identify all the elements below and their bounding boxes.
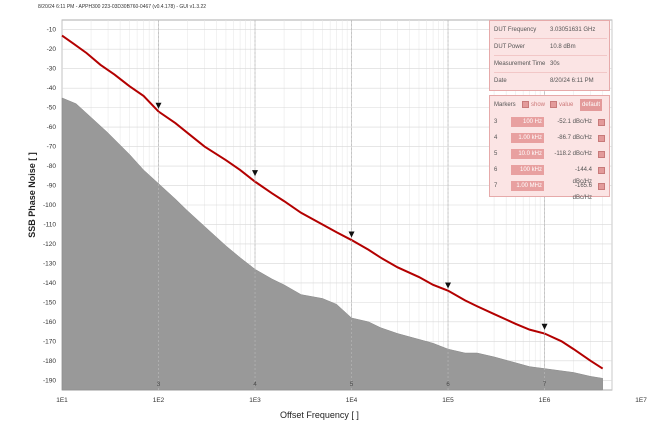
marker-label: 4	[253, 382, 257, 388]
info-label: DUT Frequency	[494, 27, 537, 33]
marker-delete-icon[interactable]	[598, 151, 605, 158]
y-tick-label: -60	[47, 124, 57, 131]
y-tick-label: -40	[47, 85, 57, 92]
marker-label: 5	[350, 382, 354, 388]
marker-noise-value: -52.1 dBc/Hz	[557, 119, 592, 125]
marker-frequency-field[interactable]: 100 kHz	[511, 165, 544, 175]
y-tick-label: -140	[43, 280, 56, 287]
marker-row: 5 10.0 kHz -118.2 dBc/Hz	[494, 148, 607, 160]
info-label: Measurement Time	[494, 61, 546, 67]
y-tick-label: -10	[47, 27, 57, 34]
info-row-date: Date 8/20/24 6:11 PM	[494, 74, 607, 89]
marker-noise-value: -86.7 dBc/Hz	[557, 135, 592, 141]
x-tick-label: 1E5	[442, 397, 454, 404]
marker-triangle[interactable]	[541, 323, 548, 330]
marker-label: 7	[543, 382, 547, 388]
marker-index: 6	[494, 167, 498, 173]
y-tick-label: -130	[43, 260, 56, 267]
marker-row: 4 1.00 kHz -86.7 dBc/Hz	[494, 132, 607, 144]
marker-label: 3	[157, 382, 161, 388]
phase-noise-line	[61, 34, 604, 370]
y-axis-title: SSB Phase Noise [ ]	[27, 152, 37, 238]
y-tick-label: -150	[43, 299, 56, 306]
y-tick-label: -50	[47, 105, 57, 112]
info-value: 8/20/24 6:11 PM	[550, 78, 594, 84]
x-tick-label: 1E2	[153, 397, 165, 404]
marker-label: 6	[446, 382, 450, 388]
checkbox-icon[interactable]	[550, 100, 557, 108]
marker-noise-value: -165.6 dBc/Hz	[572, 183, 592, 201]
show-label: show	[531, 102, 546, 108]
y-tick-label: -90	[47, 183, 57, 190]
markers-header: Markers show value default	[494, 99, 607, 111]
marker-row: 6 100 kHz -144.4 dBc/Hz	[494, 164, 607, 185]
marker-triangle[interactable]	[252, 170, 259, 177]
chart-header: 8/20/24 6:11 PM - APPH300 223-03D30B760-…	[38, 4, 207, 10]
marker-row: 3 100 Hz -52.1 dBc/Hz	[494, 116, 607, 128]
y-tick-label: -160	[43, 319, 56, 326]
marker-triangle[interactable]	[445, 282, 452, 289]
marker-frequency-field[interactable]: 1.00 MHz	[511, 181, 544, 191]
markers-panel: Markers show value default 3 100 Hz -52.…	[489, 95, 610, 201]
x-tick-label: 1E3	[249, 397, 261, 404]
marker-delete-icon[interactable]	[598, 183, 605, 190]
y-tick-label: -110	[43, 221, 56, 228]
marker-row: 7 1.00 MHz -165.6 dBc/Hz	[494, 180, 607, 201]
marker-delete-icon[interactable]	[598, 119, 605, 126]
x-tick-label: 1E4	[346, 397, 358, 404]
default-button[interactable]: default	[580, 99, 603, 111]
marker-index: 3	[494, 119, 498, 125]
marker-index: 7	[494, 183, 498, 189]
value-toggle[interactable]: value	[550, 99, 573, 111]
measurement-info-panel: DUT Frequency 3.03051631 GHz DUT Power 1…	[489, 20, 610, 91]
y-tick-label: -170	[43, 338, 56, 345]
y-tick-label: -180	[43, 358, 56, 365]
y-tick-label: -80	[47, 163, 57, 170]
marker-frequency-field[interactable]: 10.0 kHz	[511, 149, 544, 159]
checkbox-icon[interactable]	[522, 100, 529, 108]
show-toggle[interactable]: show	[522, 99, 545, 111]
x-tick-label: 1E6	[539, 397, 551, 404]
marker-triangle[interactable]	[155, 102, 162, 109]
y-tick-label: -120	[43, 241, 56, 248]
info-row-dut-power: DUT Power 10.8 dBm	[494, 40, 607, 56]
info-value: 30s	[550, 61, 560, 67]
marker-delete-icon[interactable]	[598, 167, 605, 174]
noise-floor-area	[61, 97, 603, 391]
info-label: DUT Power	[494, 44, 525, 50]
y-tick-label: -70	[47, 144, 57, 151]
marker-noise-value: -118.2 dBc/Hz	[554, 151, 592, 157]
marker-index: 5	[494, 151, 498, 157]
info-label: Date	[494, 78, 507, 84]
marker-frequency-field[interactable]: 1.00 kHz	[511, 133, 544, 143]
info-row-dut-frequency: DUT Frequency 3.03051631 GHz	[494, 23, 607, 39]
y-tick-label: -190	[43, 377, 56, 384]
x-axis-title: Offset Frequency [ ]	[280, 410, 359, 420]
info-value: 10.8 dBm	[550, 44, 576, 50]
marker-triangle[interactable]	[348, 231, 355, 238]
x-tick-label: 1E1	[56, 397, 68, 404]
value-label: value	[559, 102, 574, 108]
marker-index: 4	[494, 135, 498, 141]
info-value: 3.03051631 GHz	[550, 27, 596, 33]
x-tick-label: 1E7	[635, 397, 647, 404]
info-row-measurement-time: Measurement Time 30s	[494, 57, 607, 73]
y-tick-label: -100	[43, 202, 56, 209]
y-tick-label: -30	[47, 66, 57, 73]
y-tick-label: -20	[47, 46, 57, 53]
marker-noise-value: -144.4 dBc/Hz	[572, 167, 592, 185]
markers-title: Markers	[494, 102, 516, 108]
marker-delete-icon[interactable]	[598, 135, 605, 142]
marker-frequency-field[interactable]: 100 Hz	[511, 117, 544, 127]
